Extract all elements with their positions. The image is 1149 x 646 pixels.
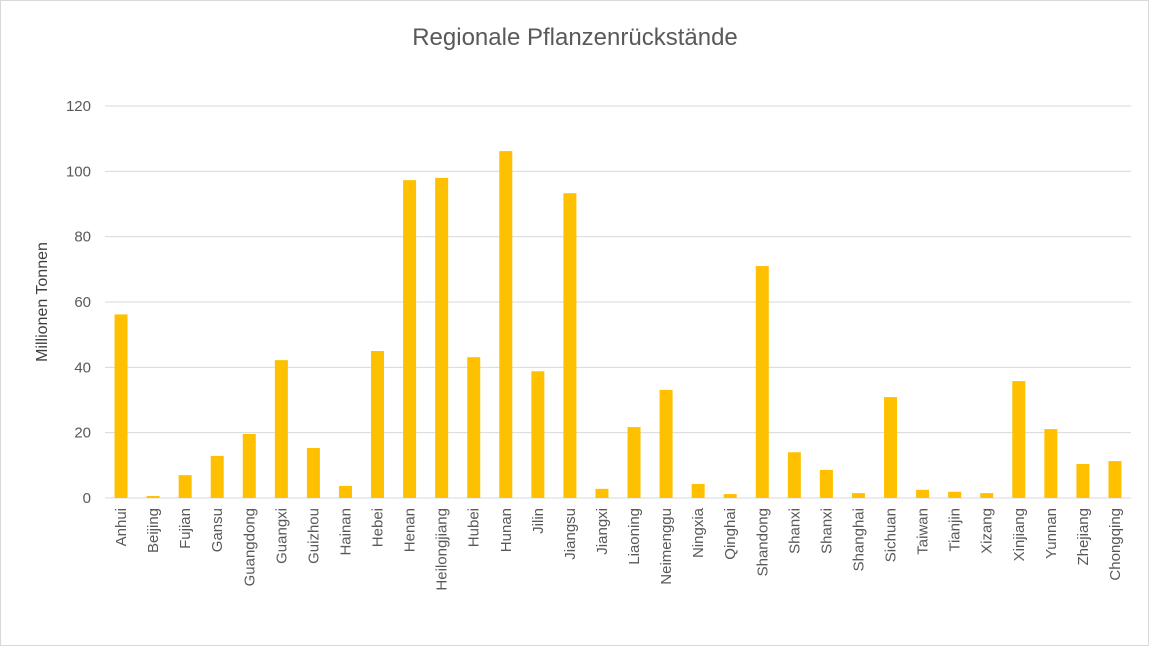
bar-shandong xyxy=(755,266,769,498)
bar-taiwan xyxy=(916,489,930,498)
x-tick-label: Fujian xyxy=(177,508,194,549)
bar-gansu xyxy=(210,455,224,498)
bar-jiangsu xyxy=(563,193,577,498)
x-tick-label: Zhejiang xyxy=(1075,508,1092,566)
bar-jiangxi xyxy=(595,488,609,498)
bar-xizang xyxy=(980,493,994,498)
bar-jilin xyxy=(531,371,545,498)
x-axis-ticks: Anhui Beijing Fujian Gansu Guangdong Guangxi G… xyxy=(113,507,1124,590)
bar-shanxi xyxy=(787,452,801,498)
bar-beijing xyxy=(146,496,160,498)
bar-sichuan xyxy=(884,397,898,498)
chart-title: Regionale Pflanzenrückstände xyxy=(412,24,738,51)
x-tick-label: Yunnan xyxy=(1043,508,1060,559)
x-tick-label: Shandong xyxy=(754,508,771,576)
bar-guangdong xyxy=(242,433,256,498)
x-tick-label: Shanxi xyxy=(786,508,803,554)
bar-heilongjiang xyxy=(435,177,449,498)
bar-fujian xyxy=(178,475,192,498)
x-tick-label: Hainan xyxy=(337,508,354,556)
bar-zhejiang xyxy=(1076,464,1090,498)
bar-hunan xyxy=(499,151,513,498)
x-tick-label: Sichuan xyxy=(883,508,900,562)
bar-guizhou xyxy=(306,448,320,498)
bar-ningxia xyxy=(691,483,705,498)
gridlines xyxy=(105,105,1131,499)
bar-guangxi xyxy=(274,360,288,498)
bar-tianjin xyxy=(948,491,962,498)
y-tick-label: 120 xyxy=(66,98,91,115)
bars xyxy=(114,151,1122,499)
x-tick-label: Henan xyxy=(402,508,419,552)
x-tick-label: Xinjiang xyxy=(1011,508,1028,561)
bar-xinjiang xyxy=(1012,381,1026,498)
y-tick-label: 60 xyxy=(74,294,91,311)
bar-hainan xyxy=(338,485,352,498)
y-tick-label: 100 xyxy=(66,163,91,180)
y-tick-label: 40 xyxy=(74,359,91,376)
x-tick-label: Beijing xyxy=(145,508,162,553)
x-tick-label: Jiangxi xyxy=(594,508,611,555)
bar-yunnan xyxy=(1044,429,1058,498)
x-tick-label: Gansu xyxy=(209,508,226,552)
x-tick-label: Heilongjiang xyxy=(434,508,451,591)
x-tick-label: Hebei xyxy=(370,508,387,547)
x-tick-label: Shanxi xyxy=(818,508,835,554)
bar-shanghai xyxy=(851,493,865,498)
y-axis-ticks: 0 20 40 60 80 100 120 xyxy=(66,98,91,507)
x-tick-label: Qinghai xyxy=(722,508,739,560)
bar-liaoning xyxy=(627,427,641,498)
x-tick-label: Hubei xyxy=(466,508,483,547)
x-tick-label: Guangxi xyxy=(273,508,290,564)
bar-neimenggu xyxy=(659,389,673,498)
x-tick-label: Hunan xyxy=(498,508,515,552)
x-tick-label: Taiwan xyxy=(915,508,932,555)
x-tick-label: Neimenggu xyxy=(658,508,675,585)
bar-shanxi xyxy=(819,469,833,498)
x-tick-label: Tianjin xyxy=(947,508,964,552)
x-tick-label: Ningxia xyxy=(690,507,707,558)
x-tick-label: Chongqing xyxy=(1107,508,1124,581)
x-tick-label: Xizang xyxy=(979,508,996,554)
x-tick-label: Anhui xyxy=(113,508,130,546)
bar-hebei xyxy=(371,351,385,498)
y-tick-label: 20 xyxy=(74,425,91,442)
x-tick-label: Jilin xyxy=(530,508,547,534)
x-tick-label: Liaoning xyxy=(626,508,643,565)
x-tick-label: Guizhou xyxy=(305,508,322,564)
y-axis-label: Millionen Tonnen xyxy=(34,242,51,362)
bar-anhui xyxy=(114,314,128,498)
y-tick-label: 80 xyxy=(74,229,91,246)
bar-hubei xyxy=(467,357,481,498)
bar-chongqing xyxy=(1108,461,1122,498)
bar-qinghai xyxy=(723,494,737,498)
x-tick-label: Shanghai xyxy=(850,508,867,571)
bar-henan xyxy=(403,180,417,499)
x-tick-label: Jiangsu xyxy=(562,508,579,560)
y-tick-label: 0 xyxy=(83,490,91,507)
x-tick-label: Guangdong xyxy=(241,508,258,586)
